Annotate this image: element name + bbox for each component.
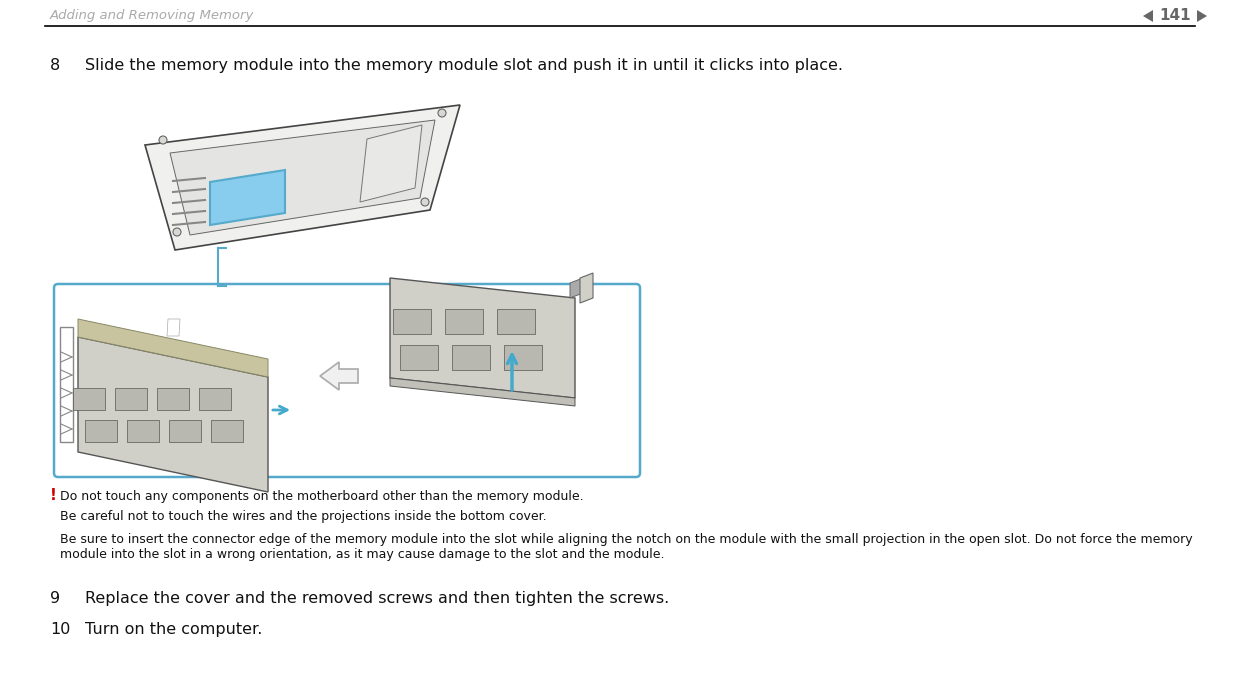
- Circle shape: [422, 198, 429, 206]
- Polygon shape: [391, 278, 575, 398]
- Polygon shape: [580, 273, 593, 303]
- Text: !: !: [50, 488, 57, 503]
- Text: Turn on the computer.: Turn on the computer.: [86, 622, 263, 637]
- Polygon shape: [211, 420, 243, 442]
- Polygon shape: [78, 337, 268, 492]
- Polygon shape: [84, 420, 117, 442]
- Text: 8: 8: [50, 58, 61, 73]
- Text: Be sure to insert the connector edge of the memory module into the slot while al: Be sure to insert the connector edge of …: [60, 533, 1193, 561]
- Text: Replace the cover and the removed screws and then tighten the screws.: Replace the cover and the removed screws…: [86, 591, 670, 606]
- Polygon shape: [1197, 10, 1207, 22]
- Polygon shape: [115, 388, 148, 410]
- Polygon shape: [78, 319, 268, 377]
- Text: Slide the memory module into the memory module slot and push it in until it clic: Slide the memory module into the memory …: [86, 58, 843, 73]
- Circle shape: [438, 109, 446, 117]
- Polygon shape: [320, 362, 358, 390]
- Text: 9: 9: [50, 591, 60, 606]
- Polygon shape: [169, 420, 201, 442]
- Polygon shape: [497, 309, 536, 334]
- Polygon shape: [391, 378, 575, 406]
- Circle shape: [174, 228, 181, 236]
- Text: 10: 10: [50, 622, 71, 637]
- Polygon shape: [570, 278, 583, 298]
- Polygon shape: [1143, 10, 1153, 22]
- Polygon shape: [126, 420, 159, 442]
- Polygon shape: [210, 170, 285, 225]
- Polygon shape: [200, 388, 232, 410]
- Polygon shape: [170, 120, 435, 235]
- Polygon shape: [73, 388, 105, 410]
- Polygon shape: [505, 345, 542, 370]
- Circle shape: [159, 136, 167, 144]
- Polygon shape: [445, 309, 484, 334]
- Polygon shape: [157, 388, 190, 410]
- Polygon shape: [393, 309, 432, 334]
- Text: Be careful not to touch the wires and the projections inside the bottom cover.: Be careful not to touch the wires and th…: [60, 510, 547, 523]
- Polygon shape: [360, 125, 422, 202]
- Text: Do not touch any components on the motherboard other than the memory module.: Do not touch any components on the mothe…: [60, 490, 584, 503]
- Polygon shape: [401, 345, 439, 370]
- Polygon shape: [145, 105, 460, 250]
- FancyBboxPatch shape: [55, 284, 640, 477]
- Polygon shape: [167, 319, 180, 336]
- Text: Adding and Removing Memory: Adding and Removing Memory: [50, 10, 254, 23]
- Text: 141: 141: [1159, 8, 1190, 23]
- Polygon shape: [453, 345, 490, 370]
